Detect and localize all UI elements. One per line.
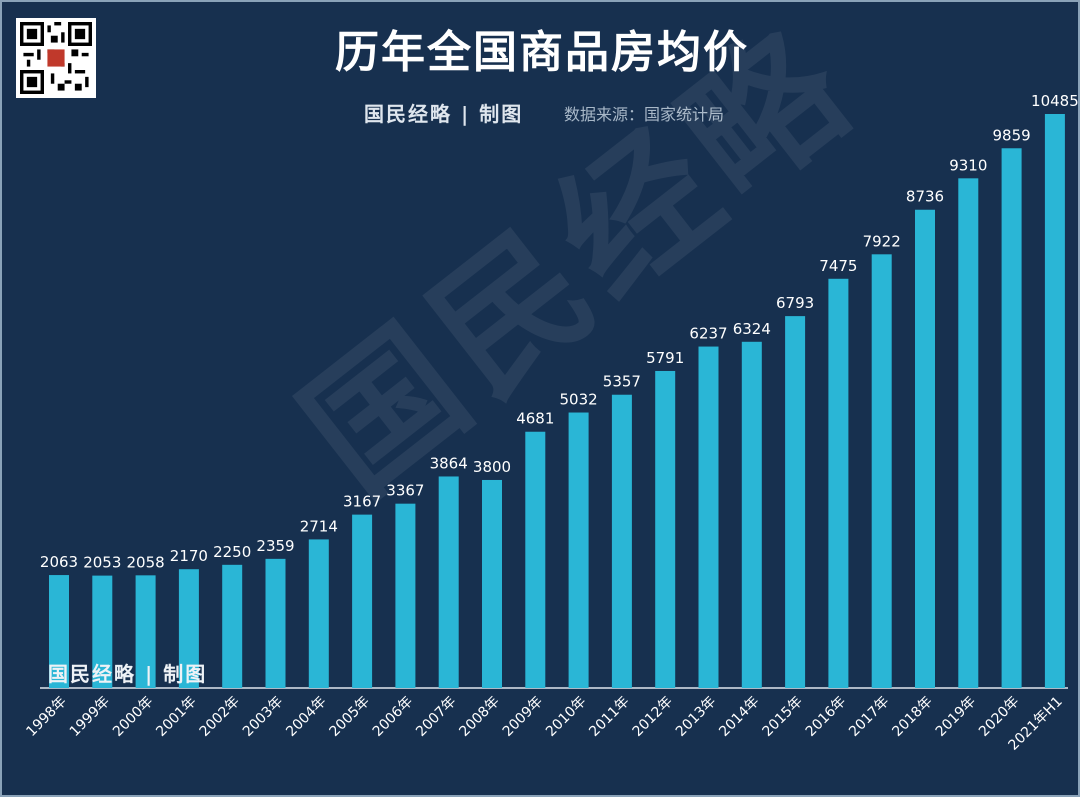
x-tick-label: 2009年 (500, 694, 546, 740)
bar (482, 479, 502, 688)
bar (871, 254, 892, 689)
x-tick-label: 2010年 (543, 694, 589, 740)
data-label: 7475 (819, 257, 857, 275)
data-label: 2053 (83, 554, 121, 572)
bar (438, 476, 459, 688)
x-tick-label: 2008年 (456, 694, 502, 740)
data-label: 9859 (993, 126, 1031, 144)
bar (222, 564, 243, 688)
data-label: 10485 (1031, 92, 1078, 110)
data-label: 2359 (256, 537, 294, 555)
chart-title: 历年全国商品房均价 (335, 27, 749, 78)
bar (1001, 148, 1022, 689)
x-tick-label: 2000年 (110, 694, 156, 740)
bar (785, 316, 806, 688)
data-label: 2170 (170, 547, 208, 565)
data-label: 2063 (40, 553, 78, 571)
bar (265, 558, 286, 688)
x-tick-label: 1999年 (67, 694, 113, 740)
bar (395, 503, 416, 688)
data-label: 5357 (603, 373, 641, 391)
x-tick-label: 2019年 (933, 694, 979, 740)
data-label: 6237 (689, 325, 727, 343)
x-tick-label: 2014年 (716, 694, 762, 740)
qr-code-icon (20, 22, 92, 94)
bar (135, 575, 156, 688)
bar (352, 514, 373, 688)
data-label: 3367 (386, 482, 424, 500)
x-tick-label: 2004年 (283, 694, 329, 740)
data-label: 2058 (127, 553, 165, 571)
x-tick-label: 2013年 (673, 694, 719, 740)
data-label: 3864 (430, 454, 468, 472)
x-tick-label: 2012年 (630, 694, 676, 740)
bar (915, 209, 935, 688)
bar (1044, 114, 1065, 688)
data-label: 3167 (343, 493, 381, 511)
x-tick-label: 2017年 (846, 694, 892, 740)
bar (49, 575, 69, 688)
bar (958, 178, 979, 688)
maker-credit: 国民经略 | 制图 (364, 102, 524, 126)
x-tick-label: 2002年 (197, 694, 243, 740)
data-label: 5032 (560, 391, 598, 409)
qr-code (16, 18, 96, 98)
x-tick-label: 2015年 (760, 694, 806, 740)
x-tick-label: 2006年 (370, 694, 416, 740)
bar (741, 341, 762, 688)
bar (308, 539, 329, 688)
bar (698, 346, 719, 688)
x-tick-label: 1998年 (23, 694, 69, 740)
bar (92, 575, 113, 688)
data-label: 6793 (776, 294, 814, 312)
data-label: 3800 (473, 458, 511, 476)
data-label: 4681 (516, 410, 554, 428)
x-tick-label: 2007年 (413, 694, 459, 740)
bar (568, 412, 589, 688)
bar (655, 370, 676, 688)
bottom-credit: 国民经略 | 制图 (48, 662, 208, 686)
x-tick-label: 2011年 (586, 694, 632, 740)
data-label: 8736 (906, 188, 944, 206)
x-tick-label: 2016年 (803, 694, 849, 740)
x-tick-label: 2018年 (889, 694, 935, 740)
x-tick-label: 2005年 (327, 694, 373, 740)
x-tick-label: 2001年 (153, 694, 199, 740)
data-label: 2714 (300, 517, 338, 535)
data-label: 7922 (863, 232, 901, 250)
bar (611, 394, 632, 688)
data-label: 5791 (646, 349, 684, 367)
x-tick-label: 2003年 (240, 694, 286, 740)
data-source: 数据来源：国家统计局 (564, 105, 725, 124)
bar (828, 278, 849, 688)
data-label: 2250 (213, 543, 251, 561)
bar (178, 569, 199, 688)
data-label: 6324 (733, 320, 771, 338)
data-label: 9310 (949, 156, 987, 174)
bar (525, 431, 546, 688)
